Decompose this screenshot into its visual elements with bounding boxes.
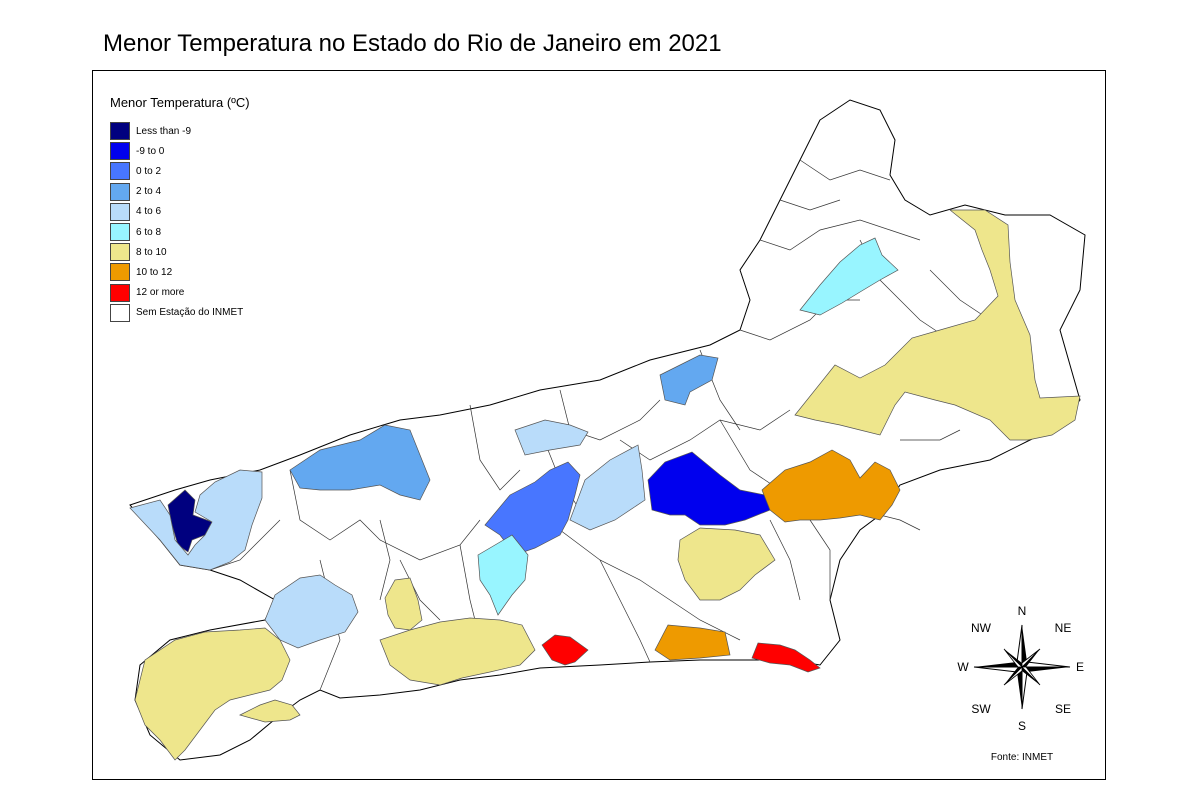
legend-label: Less than -9 [136, 125, 192, 137]
legend-label: 8 to 10 [136, 246, 167, 258]
legend-label: 4 to 6 [136, 206, 162, 218]
compass-label-n: N [1017, 604, 1027, 618]
compass-label-e: E [1075, 660, 1085, 674]
legend-swatch [110, 303, 130, 322]
legend-label: 2 to 4 [136, 186, 162, 198]
legend-item: -9 to 0 [110, 141, 250, 161]
legend-item: Sem Estação do INMET [110, 303, 250, 323]
legend-item: 4 to 6 [110, 202, 250, 222]
region-12-or-more-east [751, 642, 821, 673]
legend-swatch [110, 243, 130, 262]
region-8-to-10-northeast-large [794, 209, 1081, 441]
legend-item: 10 to 12 [110, 262, 250, 282]
region-4-to-6-west [129, 469, 263, 571]
region-2-to-4-north [659, 354, 719, 406]
region-6-to-8-center [477, 534, 529, 616]
legend-label: 10 to 12 [136, 266, 173, 278]
legend-label: 6 to 8 [136, 226, 162, 238]
legend-title: Menor Temperatura (ºC) [110, 95, 250, 110]
legend-item: 8 to 10 [110, 242, 250, 262]
legend-item: Less than -9 [110, 121, 250, 141]
region-8-to-10-small [384, 577, 423, 631]
legend-items: Less than -9 -9 to 0 0 to 2 2 to 4 4 to 6 6 t… [110, 121, 250, 323]
region-8-to-10-island [239, 699, 301, 723]
legend-swatch [110, 162, 130, 181]
legend-swatch [110, 202, 130, 221]
map-legend: Menor Temperatura (ºC) Less than -9 -9 to… [110, 95, 250, 323]
legend-label: Sem Estação do INMET [136, 307, 244, 319]
region-4-to-6-center [569, 444, 646, 531]
region-6-to-8-north [799, 237, 899, 316]
region-12-or-more-west [541, 634, 589, 666]
legend-item: 6 to 8 [110, 222, 250, 242]
compass-label-nw: NW [971, 621, 991, 635]
region-10-to-12-south [654, 624, 731, 661]
legend-item: 2 to 4 [110, 182, 250, 202]
legend-item: 12 or more [110, 283, 250, 303]
legend-swatch [110, 283, 130, 302]
legend-swatch [110, 223, 130, 242]
compass-label-sw: SW [971, 702, 991, 716]
compass-label-w: W [957, 660, 969, 674]
legend-swatch [110, 182, 130, 201]
colored-municipalities [129, 209, 1081, 761]
region-8-to-10-southwest-coast [134, 627, 291, 761]
map-frame [92, 70, 1106, 780]
region-8-to-10-south [379, 617, 536, 686]
legend-item: 0 to 2 [110, 161, 250, 181]
map-title: Menor Temperatura no Estado do Rio de Ja… [103, 30, 722, 57]
compass-rose-icon [973, 624, 1071, 710]
legend-label: 0 to 2 [136, 165, 162, 177]
region-4-to-6-north-strip [514, 419, 589, 456]
region-8-to-10-center [677, 527, 776, 601]
legend-swatch [110, 142, 130, 161]
region-10-to-12-east [761, 449, 901, 523]
region-4-to-6-southwest [264, 574, 359, 649]
legend-swatch [110, 263, 130, 282]
legend-swatch [110, 122, 130, 141]
compass-label-se: SE [1054, 702, 1072, 716]
region-minus-9-to-0 [647, 451, 771, 526]
compass-label-ne: NE [1054, 621, 1072, 635]
legend-label: -9 to 0 [136, 145, 165, 157]
region-2-to-4-northwest [289, 424, 431, 501]
source-note: Fonte: INMET [990, 752, 1054, 763]
compass-label-s: S [1017, 719, 1027, 733]
legend-label: 12 or more [136, 287, 185, 299]
